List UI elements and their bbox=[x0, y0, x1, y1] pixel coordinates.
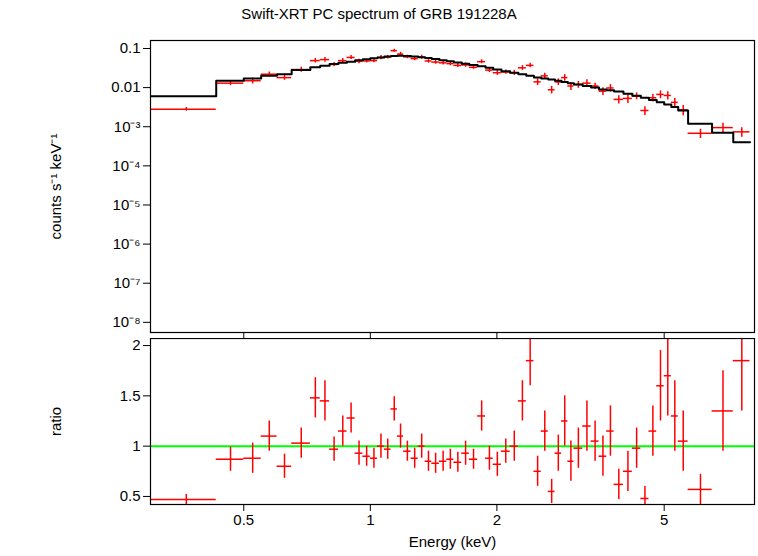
svg-text:10⁻⁷: 10⁻⁷ bbox=[113, 274, 140, 291]
svg-text:0.01: 0.01 bbox=[111, 78, 140, 95]
svg-text:0.5: 0.5 bbox=[120, 487, 141, 504]
svg-text:10⁻⁶: 10⁻⁶ bbox=[113, 235, 141, 252]
svg-text:0.5: 0.5 bbox=[233, 511, 254, 528]
svg-text:0.1: 0.1 bbox=[120, 39, 141, 56]
svg-text:2: 2 bbox=[132, 338, 140, 353]
svg-text:5: 5 bbox=[660, 511, 668, 528]
svg-text:counts s⁻¹ keV⁻¹: counts s⁻¹ keV⁻¹ bbox=[47, 134, 64, 240]
svg-text:10⁻⁸: 10⁻⁸ bbox=[112, 313, 140, 330]
svg-text:10⁻⁴: 10⁻⁴ bbox=[112, 157, 140, 174]
svg-text:1: 1 bbox=[366, 511, 374, 528]
svg-text:Energy (keV): Energy (keV) bbox=[409, 533, 497, 550]
svg-text:ratio: ratio bbox=[47, 407, 64, 436]
svg-text:2: 2 bbox=[493, 511, 501, 528]
svg-text:1: 1 bbox=[132, 437, 140, 454]
svg-text:10⁻⁵: 10⁻⁵ bbox=[113, 196, 141, 213]
svg-text:10⁻³: 10⁻³ bbox=[114, 118, 141, 135]
svg-text:1.5: 1.5 bbox=[120, 387, 141, 404]
html-text:Swift-XRT PC spectrum of GRB 1: Swift-XRT PC spectrum of GRB 191228A bbox=[241, 5, 517, 22]
